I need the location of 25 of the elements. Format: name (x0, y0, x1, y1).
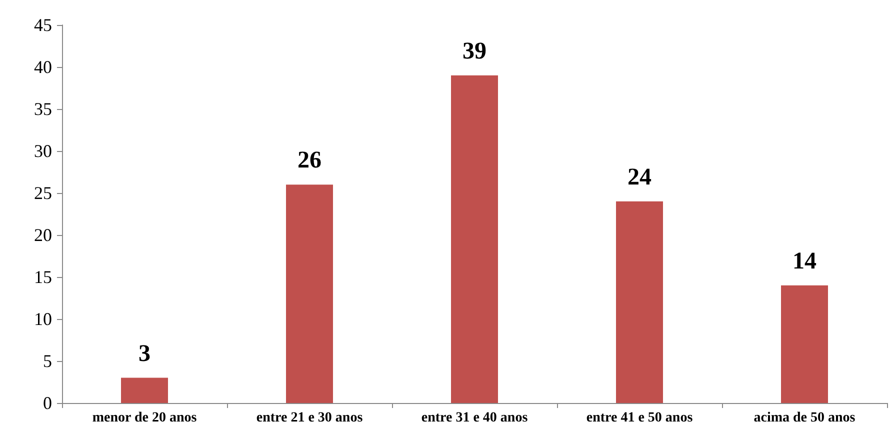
data-label: 26 (298, 148, 322, 174)
y-tick-label: 25 (34, 183, 52, 203)
bar (616, 201, 663, 403)
x-tick-label: acima de 50 anos (754, 410, 856, 426)
x-tick-label: entre 41 e 50 anos (586, 410, 694, 426)
y-tick-label: 45 (34, 15, 52, 35)
y-tick-label: 35 (34, 99, 52, 119)
y-tick-label: 15 (34, 267, 52, 287)
bar (121, 378, 168, 403)
bar (286, 184, 333, 403)
y-tick-label: 20 (34, 225, 52, 245)
y-tick-label: 0 (43, 393, 52, 413)
x-tick-label: entre 21 e 30 anos (256, 410, 364, 426)
y-tick-label: 5 (43, 351, 52, 371)
data-label: 24 (628, 164, 652, 190)
data-label: 39 (462, 38, 486, 64)
data-label: 14 (792, 248, 816, 274)
data-label: 3 (138, 340, 150, 367)
bar (451, 75, 498, 403)
y-tick-label: 10 (34, 309, 52, 329)
y-tick-label: 40 (34, 57, 52, 77)
bar (781, 285, 828, 403)
x-tick-label: entre 31 e 40 anos (421, 410, 528, 426)
y-tick-label: 30 (34, 141, 52, 161)
x-tick-label: menor de 20 anos (92, 410, 198, 426)
